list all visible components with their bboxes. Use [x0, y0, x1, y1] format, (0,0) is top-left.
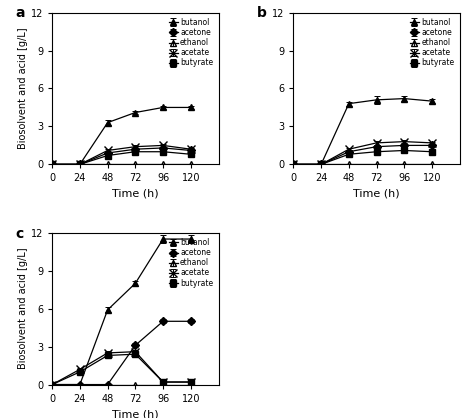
X-axis label: Time (h): Time (h) [112, 189, 159, 199]
Legend: butanol, acetone, ethanol, acetate, butyrate: butanol, acetone, ethanol, acetate, buty… [408, 16, 456, 69]
Text: a: a [16, 6, 25, 20]
Text: c: c [16, 227, 24, 241]
Y-axis label: Biosolvent and acid [g/L]: Biosolvent and acid [g/L] [18, 248, 28, 370]
X-axis label: Time (h): Time (h) [353, 189, 400, 199]
Text: b: b [257, 6, 267, 20]
Legend: butanol, acetone, ethanol, acetate, butyrate: butanol, acetone, ethanol, acetate, buty… [167, 16, 215, 69]
Y-axis label: Biosolvent and acid [g/L]: Biosolvent and acid [g/L] [18, 28, 28, 149]
Legend: butanol, acetone, ethanol, acetate, butyrate: butanol, acetone, ethanol, acetate, buty… [167, 237, 215, 289]
X-axis label: Time (h): Time (h) [112, 409, 159, 418]
